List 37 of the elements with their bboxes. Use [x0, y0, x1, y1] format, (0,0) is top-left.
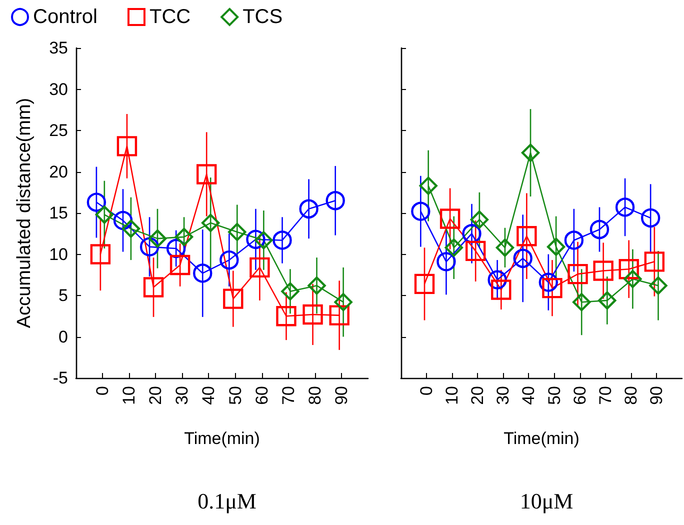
x-tick-label: 20: [468, 386, 488, 405]
y-tick-label: 5: [58, 286, 68, 305]
y-tick-label: 35: [49, 38, 68, 58]
y-tick-label: -5: [52, 368, 68, 388]
y-tick-label: 15: [49, 204, 68, 222]
x-tick-label: 70: [596, 386, 615, 405]
y-axis-title: Accumulated distance(mm): [14, 98, 35, 328]
x-tick-label: 10: [442, 386, 462, 405]
y-tick-label: 20: [49, 162, 68, 182]
x-tick-label: 40: [519, 386, 538, 405]
x-tick-label: 10: [120, 386, 139, 405]
legend-label: TCC: [149, 6, 191, 28]
x-tick-label: 80: [621, 386, 640, 405]
y-tick-label: 30: [49, 80, 68, 99]
x-tick-label: 20: [146, 386, 166, 405]
x-tick-label: 0: [93, 386, 112, 396]
x-axis-title: Time(min): [504, 429, 580, 448]
y-tick-label: 0: [58, 327, 68, 346]
x-tick-label: 50: [544, 386, 564, 405]
y-tick-label: 10: [49, 244, 68, 264]
x-tick-label: 50: [226, 386, 245, 405]
x-tick-label: 30: [494, 386, 513, 405]
x-tick-label: 90: [646, 386, 666, 405]
x-tick-label: 60: [570, 386, 590, 405]
x-tick-label: 30: [172, 386, 192, 405]
x-tick-label: 60: [252, 386, 272, 405]
x-tick-label: 80: [305, 386, 324, 405]
x-tick-label: 90: [332, 386, 351, 405]
x-axis-title: Time(min): [184, 429, 260, 448]
x-tick-label: 70: [278, 386, 298, 405]
text: 0.1μM: [198, 488, 256, 514]
x-tick-label: 40: [199, 386, 218, 405]
legend-label: Control: [33, 6, 98, 28]
text: 10μM: [520, 488, 574, 514]
legend-label: TCS: [242, 6, 283, 28]
x-tick-label: 0: [417, 386, 436, 396]
y-tick-label: 25: [49, 121, 68, 140]
